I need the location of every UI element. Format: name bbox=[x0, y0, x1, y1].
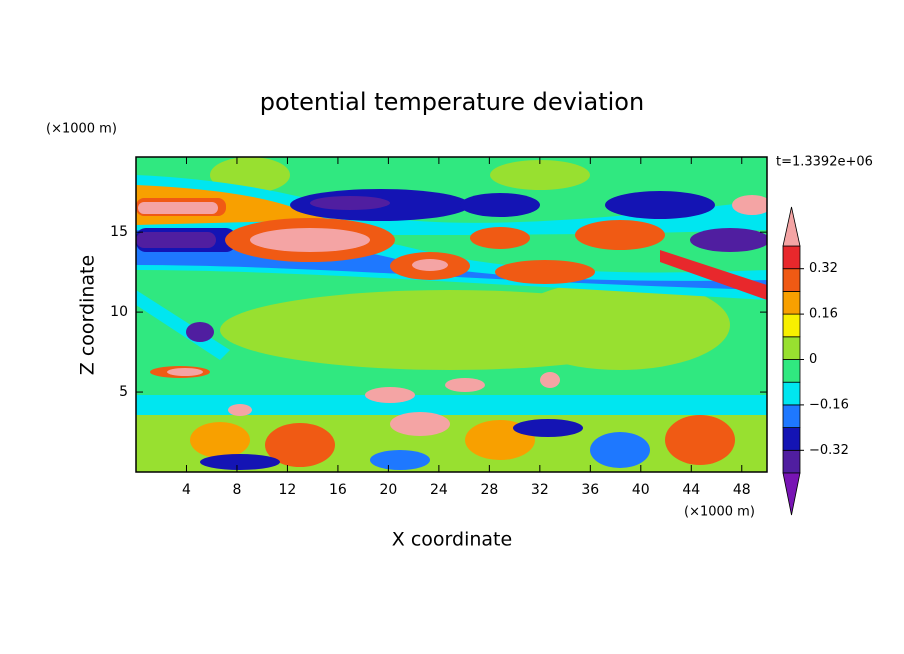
x-tick-label: 16 bbox=[329, 482, 347, 498]
plot-frame bbox=[135, 156, 768, 473]
x-tick-label: 32 bbox=[531, 482, 549, 498]
y-axis-label: Z coordinate bbox=[77, 255, 99, 375]
colorbar-box bbox=[782, 245, 801, 270]
x-tick-label: 28 bbox=[480, 482, 498, 498]
x-axis-label: X coordinate bbox=[392, 529, 512, 551]
colorbar-tick-label: 0.16 bbox=[809, 307, 838, 322]
colorbar-box bbox=[782, 359, 801, 383]
colorbar-box bbox=[782, 336, 801, 360]
colorbar-box bbox=[782, 290, 801, 315]
y-unit: (×1000 m) bbox=[46, 122, 117, 137]
colorbar-box bbox=[782, 404, 801, 428]
colorbar-tick-label: −0.16 bbox=[809, 397, 849, 412]
x-tick-label: 12 bbox=[279, 482, 297, 498]
colorbar-extend-low bbox=[782, 472, 801, 516]
time-annotation: t=1.3392e+06 bbox=[776, 155, 873, 170]
colorbar-box bbox=[782, 268, 801, 292]
contour-field bbox=[136, 157, 767, 472]
colorbar-box bbox=[782, 427, 801, 451]
x-tick-label: 4 bbox=[182, 482, 191, 498]
x-tick-label: 48 bbox=[733, 482, 751, 498]
y-tick-label: 5 bbox=[119, 384, 128, 400]
x-tick-label: 24 bbox=[430, 482, 448, 498]
x-tick-label: 40 bbox=[632, 482, 650, 498]
colorbar-extend-high bbox=[782, 206, 801, 247]
x-tick-label: 8 bbox=[232, 482, 241, 498]
y-tick-label: 10 bbox=[110, 304, 128, 320]
colorbar-tick-label: 0 bbox=[809, 352, 817, 367]
colorbar-box bbox=[782, 381, 801, 406]
colorbar-box bbox=[782, 449, 801, 474]
colorbar-box bbox=[782, 313, 801, 338]
y-tick-label: 15 bbox=[110, 224, 128, 240]
x-tick-label: 44 bbox=[682, 482, 700, 498]
x-tick-label: 36 bbox=[581, 482, 599, 498]
colorbar-tick-label: −0.32 bbox=[809, 443, 849, 458]
chart-title: potential temperature deviation bbox=[260, 88, 644, 116]
x-tick-label: 20 bbox=[379, 482, 397, 498]
x-unit: (×1000 m) bbox=[684, 505, 755, 520]
colorbar-tick-label: 0.32 bbox=[809, 261, 838, 276]
